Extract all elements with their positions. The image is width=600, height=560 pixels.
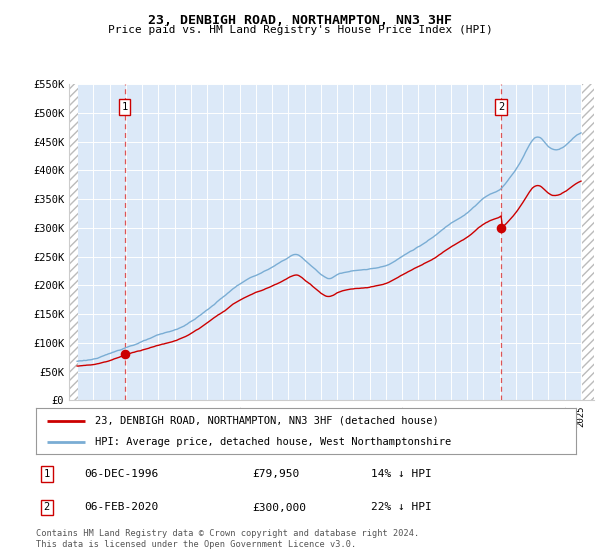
Text: 06-DEC-1996: 06-DEC-1996	[85, 469, 159, 479]
Text: 2: 2	[498, 102, 505, 112]
Text: 22% ↓ HPI: 22% ↓ HPI	[371, 502, 431, 512]
Point	[496, 223, 506, 232]
Text: 23, DENBIGH ROAD, NORTHAMPTON, NN3 3HF: 23, DENBIGH ROAD, NORTHAMPTON, NN3 3HF	[148, 14, 452, 27]
Text: £79,950: £79,950	[252, 469, 299, 479]
Text: 1: 1	[44, 469, 50, 479]
Text: £300,000: £300,000	[252, 502, 306, 512]
Text: HPI: Average price, detached house, West Northamptonshire: HPI: Average price, detached house, West…	[95, 437, 452, 447]
Text: 14% ↓ HPI: 14% ↓ HPI	[371, 469, 431, 479]
Text: 2: 2	[44, 502, 50, 512]
Text: Contains HM Land Registry data © Crown copyright and database right 2024.
This d: Contains HM Land Registry data © Crown c…	[36, 529, 419, 549]
Text: 06-FEB-2020: 06-FEB-2020	[85, 502, 159, 512]
Point	[120, 350, 130, 359]
Bar	[582, 78, 594, 400]
Text: 23, DENBIGH ROAD, NORTHAMPTON, NN3 3HF (detached house): 23, DENBIGH ROAD, NORTHAMPTON, NN3 3HF (…	[95, 416, 439, 426]
Text: 1: 1	[121, 102, 128, 112]
Text: Price paid vs. HM Land Registry's House Price Index (HPI): Price paid vs. HM Land Registry's House …	[107, 25, 493, 35]
Bar	[69, 78, 78, 400]
